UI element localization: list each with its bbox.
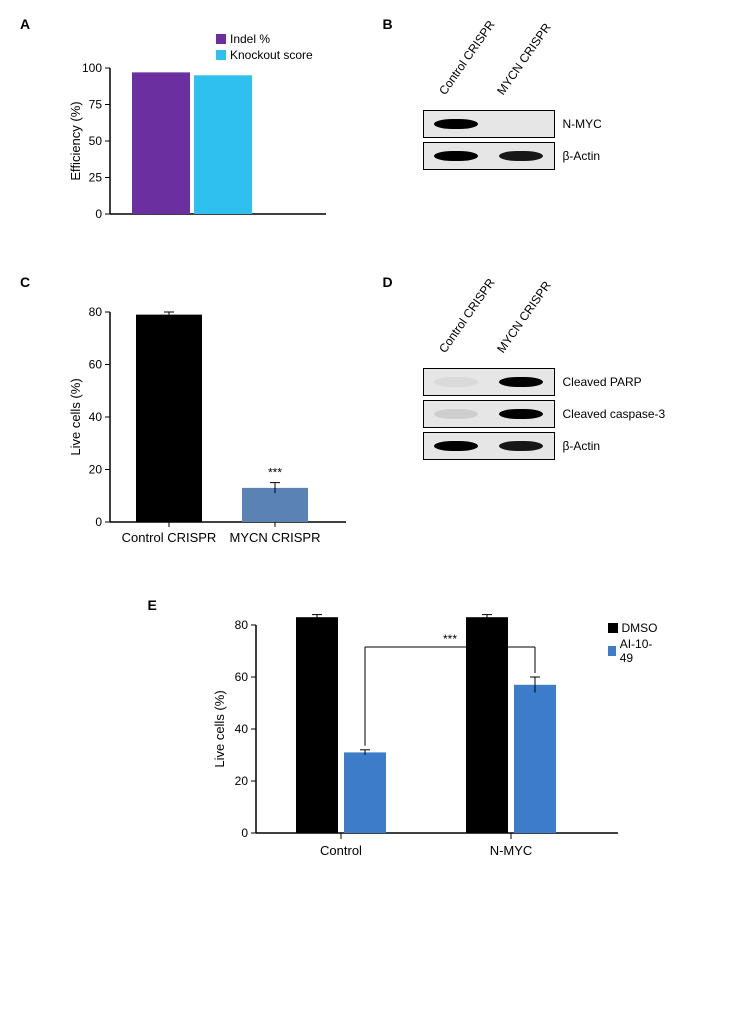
svg-text:60: 60 — [89, 358, 103, 372]
svg-text:Control CRISPR: Control CRISPR — [122, 530, 217, 545]
svg-text:0: 0 — [241, 826, 248, 840]
legend-label: Indel % — [230, 32, 270, 46]
panel-e-legend: DMSO AI-10-49 — [608, 621, 658, 667]
svg-text:Control: Control — [320, 843, 362, 858]
legend-swatch — [608, 623, 618, 633]
svg-text:Live cells (%): Live cells (%) — [212, 690, 227, 767]
panel-b-blot: Control CRISPR MYCN CRISPR N-MYCβ-Actin — [423, 50, 736, 170]
legend-swatch — [216, 50, 226, 60]
legend-swatch — [216, 34, 226, 44]
figure: A 0255075100Efficiency (%) Indel % Knock… — [20, 20, 735, 876]
legend-label: Knockout score — [230, 48, 313, 62]
panel-b: B Control CRISPR MYCN CRISPR N-MYCβ-Acti… — [383, 20, 736, 238]
lane-labels: Control CRISPR MYCN CRISPR — [443, 308, 736, 362]
legend-item: DMSO — [608, 621, 658, 635]
svg-text:0: 0 — [95, 207, 102, 221]
panel-b-label: B — [383, 16, 393, 32]
svg-text:60: 60 — [234, 670, 248, 684]
panel-a: A 0255075100Efficiency (%) Indel % Knock… — [20, 20, 373, 238]
svg-text:MYCN CRISPR: MYCN CRISPR — [229, 530, 320, 545]
panel-e-label: E — [148, 597, 157, 613]
panel-c-label: C — [20, 274, 30, 290]
svg-text:25: 25 — [89, 171, 103, 185]
legend-swatch — [608, 646, 616, 656]
panel-d: D Control CRISPR MYCN CRISPR Cleaved PAR… — [383, 278, 736, 561]
panel-c-chart: 0 20 40 60 80 Live cells (%) Control CRISPR MYC… — [66, 296, 373, 561]
blot-rows: N-MYCβ-Actin — [423, 110, 736, 170]
panel-a-label: A — [20, 16, 30, 32]
legend-label: DMSO — [622, 621, 658, 635]
legend-item: Knockout score — [216, 48, 313, 62]
svg-text:Live cells (%): Live cells (%) — [68, 378, 83, 455]
panel-d-label: D — [383, 274, 393, 290]
legend-item: AI-10-49 — [608, 637, 658, 665]
panel-e-svg: 0 20 40 60 80 Live cells (%) Control N-MYC *** — [208, 601, 628, 871]
legend-item: Indel % — [216, 32, 313, 46]
legend-label: AI-10-49 — [620, 637, 658, 665]
svg-text:100: 100 — [82, 61, 102, 75]
svg-text:N-MYC: N-MYC — [489, 843, 532, 858]
lane-label: Control CRISPR — [398, 40, 465, 104]
lane-label: Control CRISPR — [398, 298, 465, 362]
panel-e: E 020406080Live cells (%)ControlN-MYC***… — [20, 601, 735, 876]
svg-text:20: 20 — [89, 463, 103, 477]
svg-text:0: 0 — [95, 515, 102, 529]
svg-text:Efficiency (%): Efficiency (%) — [68, 101, 83, 180]
svg-text:80: 80 — [89, 305, 103, 319]
panel-a-svg: 0 25 50 75 100 Efficiency (%) — [66, 38, 336, 238]
svg-text:40: 40 — [89, 410, 103, 424]
svg-text:20: 20 — [234, 774, 248, 788]
svg-text:75: 75 — [89, 98, 103, 112]
panel-a-chart: 0 25 50 75 100 Efficiency (%) — [66, 38, 373, 238]
svg-text:***: *** — [268, 466, 282, 480]
svg-text:40: 40 — [234, 722, 248, 736]
blot-rows: Cleaved PARPCleaved caspase-3β-Actin — [423, 368, 736, 460]
panel-c-svg: 0 20 40 60 80 Live cells (%) Control CRISPR MYC… — [66, 296, 356, 556]
panel-c: C 020406080Live cells (%)Control CRISPRM… — [20, 278, 373, 561]
svg-text:***: *** — [442, 632, 456, 646]
panel-d-blot: Control CRISPR MYCN CRISPR Cleaved PARPC… — [423, 308, 736, 460]
panel-a-legend: Indel % Knockout score — [216, 32, 313, 64]
svg-text:50: 50 — [89, 134, 103, 148]
svg-text:80: 80 — [234, 618, 248, 632]
lane-labels: Control CRISPR MYCN CRISPR — [443, 50, 736, 104]
